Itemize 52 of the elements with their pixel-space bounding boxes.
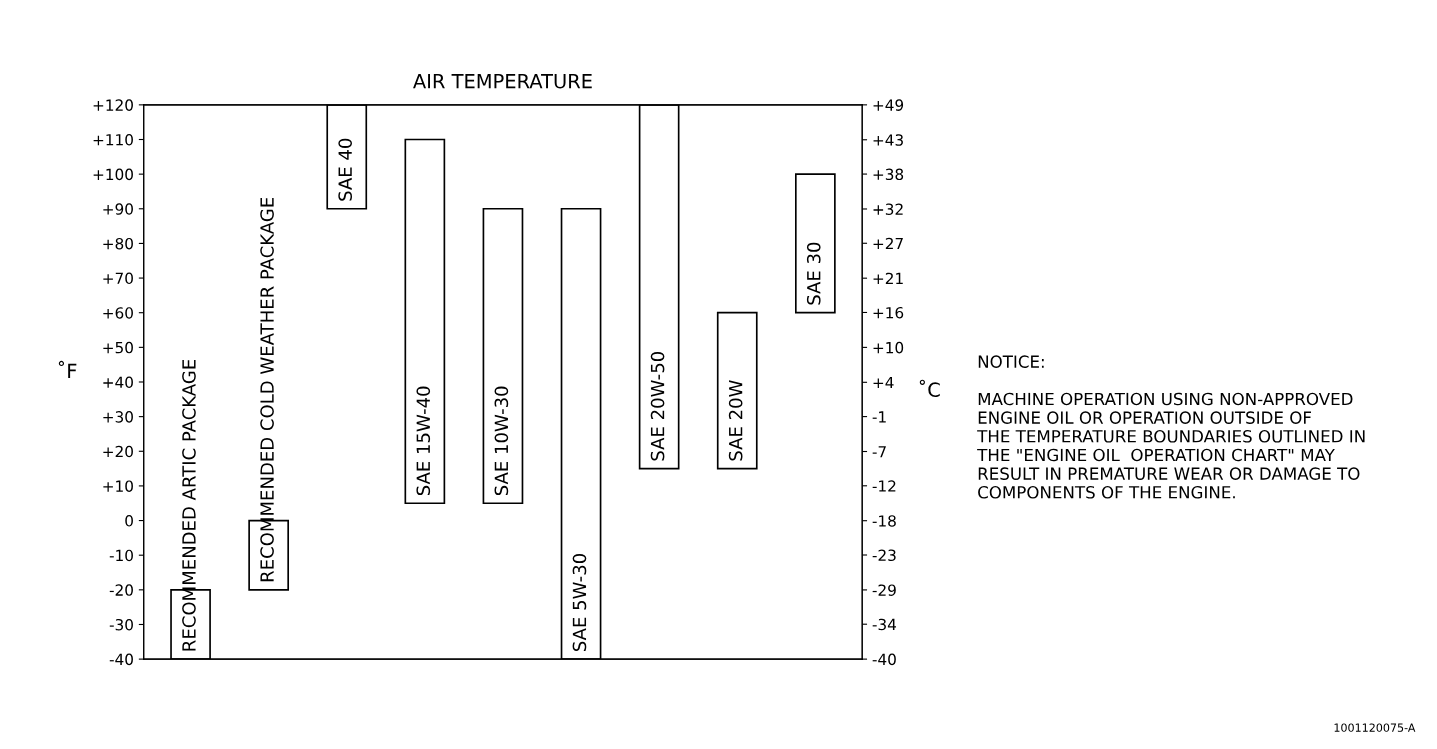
x-tick-label: SAE 40 [338,138,352,201]
y2-tick-label: -29 [872,584,896,596]
y-tick-label: +20 [103,445,133,458]
y2-tick-label: +21 [873,272,903,284]
x-tick-label: RECOMMENDED ARTIC PACKAGE [182,359,196,651]
y2-tick-label: -34 [872,618,897,631]
y-tick-label: -40 [109,653,133,666]
y2-tick-label: +49 [873,99,904,111]
chart-title: AIR TEMPERATURE [413,74,592,89]
x-tick-label: SAE 5W-30 [572,553,587,651]
y2-tick-label: -7 [872,446,886,458]
x-tick-label: SAE 20W-50 [650,351,665,461]
y-tick-label: +110 [93,133,133,146]
y2-tick-label: +27 [873,237,903,250]
y2-axis-title: ˚C [919,379,940,398]
y-tick-label: +40 [103,376,133,389]
y2-tick-label: +43 [873,134,903,146]
y2-tick-label: -40 [872,653,896,666]
x-tick-label: SAE 15W-40 [416,386,431,496]
y2-tick-label: +32 [873,203,903,215]
x-tick-label: SAE 10W-30 [494,386,509,496]
bar [482,207,524,505]
y-tick-label: +80 [103,237,133,250]
y-tick-label: -10 [109,549,133,562]
text: 1001120075-A [1334,723,1416,732]
y-tick-label: +10 [103,480,133,492]
y-tick-label: +60 [103,307,133,319]
bar [716,311,758,470]
x-tick-label: SAE 30 [806,242,821,305]
y-tick-label: 0 [125,515,133,527]
x-tick-label: SAE 20W [728,380,743,461]
y2-tick-label: -12 [872,480,896,492]
y2-tick-label: -1 [872,411,886,423]
y-tick-label: +100 [93,168,133,181]
y2-tick-label: -23 [872,549,896,562]
x-tick-label: RECOMMENDED COLD WEATHER PACKAGE [260,197,274,582]
y-tick-label: +90 [103,203,133,215]
y-tick-label: -30 [109,618,133,631]
text: NOTICE: MACHINE OPERATION USING NON-APPROVED ENGINE OIL OR OPERATION OUTSIDE OF THE TEMPERATURE BOUNDARIES OUTLINED IN THE "ENGINE OIL OPERATION CHART" MAY RESULT IN PREMATURE WEAR OR DAMAGE TO COMPONENTS OF THE ENGINE. [977,355,1365,499]
y-axis-title: ˚F [58,360,77,378]
y-tick-label: +70 [103,272,133,285]
bar [404,138,446,505]
y-tick-label: +50 [103,341,133,354]
y2-tick-label: +4 [873,376,894,389]
y-tick-label: +30 [103,411,133,423]
y-tick-label: -20 [109,584,133,596]
y2-tick-label: -18 [872,515,896,527]
bar [794,173,836,314]
y2-tick-label: +38 [873,168,904,181]
y2-tick-label: +10 [873,341,904,354]
y2-tick-label: +16 [873,306,904,319]
y-tick-label: +120 [93,99,133,111]
